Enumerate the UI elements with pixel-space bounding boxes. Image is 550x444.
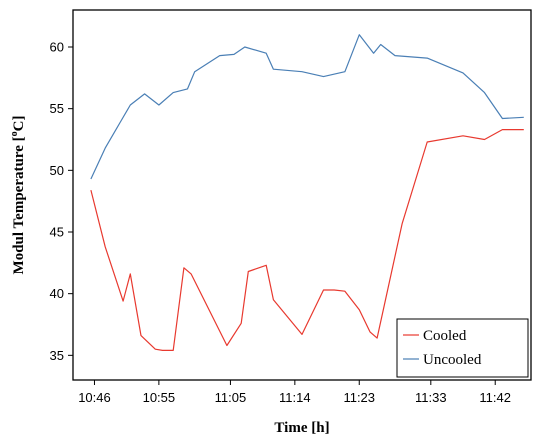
series-line-cooled [90, 129, 524, 351]
y-axis-title-main: Modul Temperature [ [11, 136, 27, 274]
y-axis-title-superscript: o [9, 131, 20, 136]
plot-frame [72, 9, 532, 381]
y-tick-label-1: 40 [50, 286, 64, 301]
y-tick-label-3: 50 [50, 163, 64, 178]
x-tick-label-6: 11:42 [479, 390, 511, 405]
x-tick-label-3: 11:14 [279, 390, 311, 405]
x-tick-label-2: 11:05 [215, 390, 247, 405]
y-tick-label-4: 55 [50, 101, 64, 116]
y-tick-label-5: 60 [50, 40, 64, 55]
x-axis-title: Time [h] [274, 420, 329, 436]
series-line-uncooled [90, 34, 524, 180]
y-tick-label-2: 45 [50, 225, 64, 240]
x-tick-label-4: 11:23 [343, 390, 375, 405]
axis-ticks: 10:46 10:55 11:05 11:14 11:23 11:33 11:42 35 40 4… [50, 40, 511, 406]
x-tick-label-0: 10:46 [78, 390, 111, 405]
legend-label-cooled: Cooled [423, 328, 467, 344]
y-axis-title-tail: C] [11, 116, 27, 132]
x-tick-label-1: 10:55 [143, 390, 176, 405]
legend: Cooled Uncooled [396, 318, 529, 378]
legend-label-uncooled: Uncooled [423, 352, 482, 368]
series-layer [90, 34, 524, 351]
x-tick-label-5: 11:33 [415, 390, 447, 405]
legend-box [396, 318, 529, 378]
y-axis-title: Modul Temperature [oC] [9, 116, 27, 275]
y-tick-label-0: 35 [50, 348, 64, 363]
